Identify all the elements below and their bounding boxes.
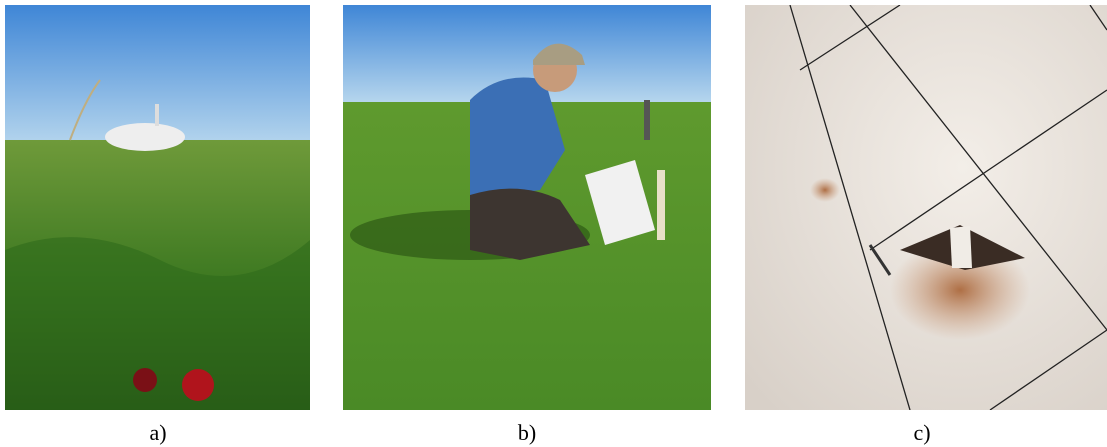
caption: a) [149, 420, 166, 445]
caption: c) [913, 420, 930, 445]
photo-c [745, 5, 1107, 410]
photo-a [5, 5, 310, 410]
caption: b) [518, 420, 536, 445]
photo-b [343, 5, 711, 410]
figure: a) b) c) [0, 0, 1107, 447]
